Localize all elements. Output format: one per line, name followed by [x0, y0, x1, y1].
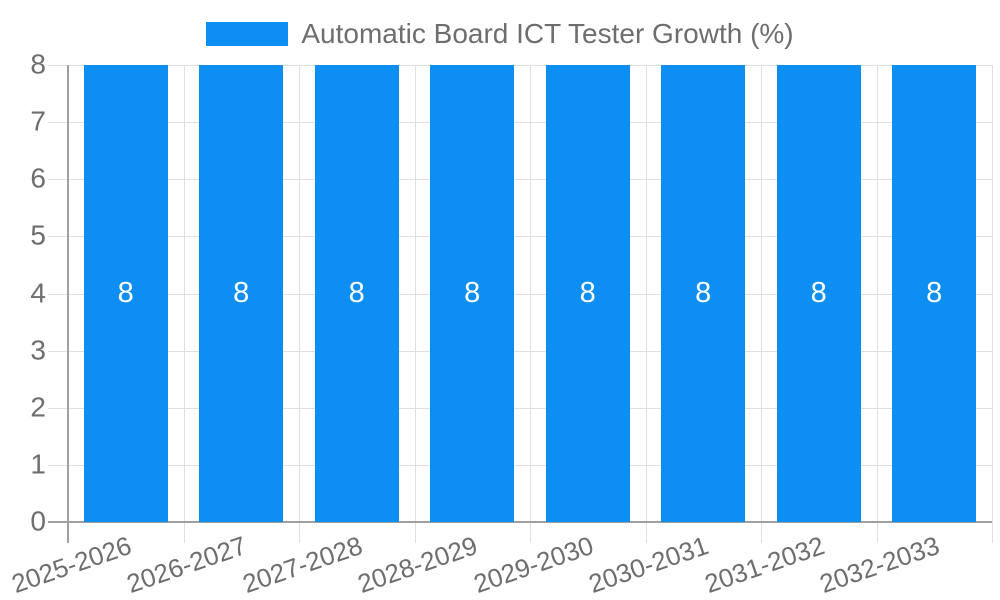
bar-value-label: 8 [926, 277, 943, 309]
bar-2027-2028[interactable]: 8 [314, 65, 399, 522]
legend-swatch-icon [206, 22, 289, 46]
y-tick-label: 8 [30, 48, 46, 80]
bar-value-label: 8 [810, 277, 827, 309]
x-gridline [414, 65, 416, 543]
x-tick-label: 2028-2029 [354, 530, 482, 599]
y-gridline [48, 236, 992, 238]
x-tick-label: 2029-2030 [469, 530, 597, 599]
y-gridline [48, 65, 992, 66]
y-tick-label: 1 [30, 448, 46, 480]
y-tick-label: 4 [30, 276, 46, 308]
x-gridline [530, 65, 531, 543]
x-tick-label: 2031-2032 [700, 530, 828, 599]
x-gridline [992, 65, 993, 543]
y-gridline [48, 464, 992, 466]
legend-item[interactable]: Automatic Board ICT Tester Growth (%) [0, 19, 1000, 49]
y-tick-label: 7 [30, 105, 46, 137]
bar-value-label: 8 [233, 277, 250, 309]
y-tick-label: 2 [30, 391, 46, 423]
x-gridline [183, 65, 185, 543]
legend-label: Automatic Board ICT Tester Growth (%) [301, 18, 794, 49]
y-gridline [48, 350, 992, 352]
bar-value-label: 8 [117, 277, 134, 309]
y-tick-label: 5 [30, 219, 46, 251]
bar-2028-2029[interactable]: 8 [430, 65, 515, 522]
bar-2026-2027[interactable]: 8 [199, 65, 284, 522]
x-gridline [299, 65, 300, 543]
x-tick-label: 2026-2027 [123, 530, 251, 599]
y-gridline [48, 179, 992, 181]
x-tick-label: 2025-2026 [7, 530, 135, 599]
bar-value-label: 8 [464, 277, 481, 309]
y-tick-label: 0 [30, 505, 46, 537]
x-gridline [761, 65, 762, 543]
y-gridline [48, 293, 992, 295]
bar-value-label: 8 [695, 277, 712, 309]
x-tick-label: 2030-2031 [585, 530, 713, 599]
x-gridline [645, 65, 647, 543]
y-tick-label: 3 [30, 334, 46, 366]
x-tick-label: 2027-2028 [238, 530, 366, 599]
y-axis-line [67, 65, 69, 543]
bar-2030-2031[interactable]: 8 [661, 65, 746, 522]
y-gridline [48, 122, 992, 124]
y-tick-label: 6 [30, 162, 46, 194]
bar-value-label: 8 [348, 277, 365, 309]
bar-2025-2026[interactable]: 8 [83, 65, 168, 522]
bar-value-label: 8 [579, 277, 596, 309]
x-tick-label: 2032-2033 [816, 530, 944, 599]
x-axis-line [48, 521, 992, 523]
bar-2032-2033[interactable]: 8 [892, 65, 977, 522]
bar-2031-2032[interactable]: 8 [776, 65, 861, 522]
y-gridline [48, 407, 992, 409]
bar-2029-2030[interactable]: 8 [545, 65, 630, 522]
x-gridline [876, 65, 878, 543]
